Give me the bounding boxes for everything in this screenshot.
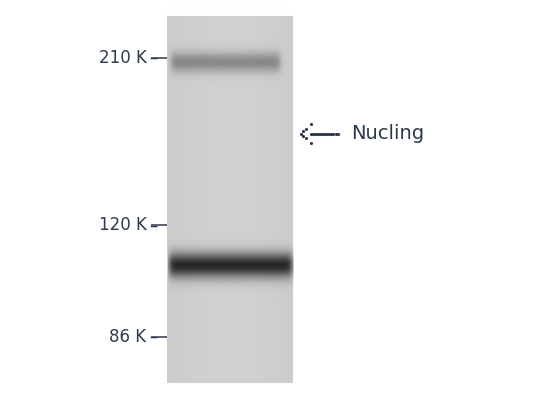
Point [311, 130, 320, 137]
Point [306, 130, 315, 137]
Point [306, 121, 315, 127]
Point [331, 130, 340, 137]
Text: Nucling: Nucling [351, 124, 424, 143]
Point [325, 130, 334, 137]
Text: 86 K: 86 K [109, 328, 147, 346]
Point [309, 130, 317, 137]
Text: 120 K: 120 K [99, 216, 147, 235]
Point [315, 130, 323, 137]
Text: –: – [149, 216, 158, 235]
Point [296, 130, 305, 137]
Point [333, 130, 342, 137]
Point [329, 130, 338, 137]
Point [302, 135, 311, 142]
Point [319, 130, 328, 137]
Point [312, 130, 321, 137]
Point [302, 126, 311, 132]
Text: –: – [149, 328, 158, 346]
Point [299, 128, 307, 134]
Point [317, 130, 326, 137]
Point [306, 140, 315, 146]
Point [321, 130, 329, 137]
Text: 210 K: 210 K [99, 49, 147, 67]
Point [327, 130, 336, 137]
Text: –: – [149, 49, 158, 67]
Point [299, 133, 307, 139]
Point [323, 130, 332, 137]
